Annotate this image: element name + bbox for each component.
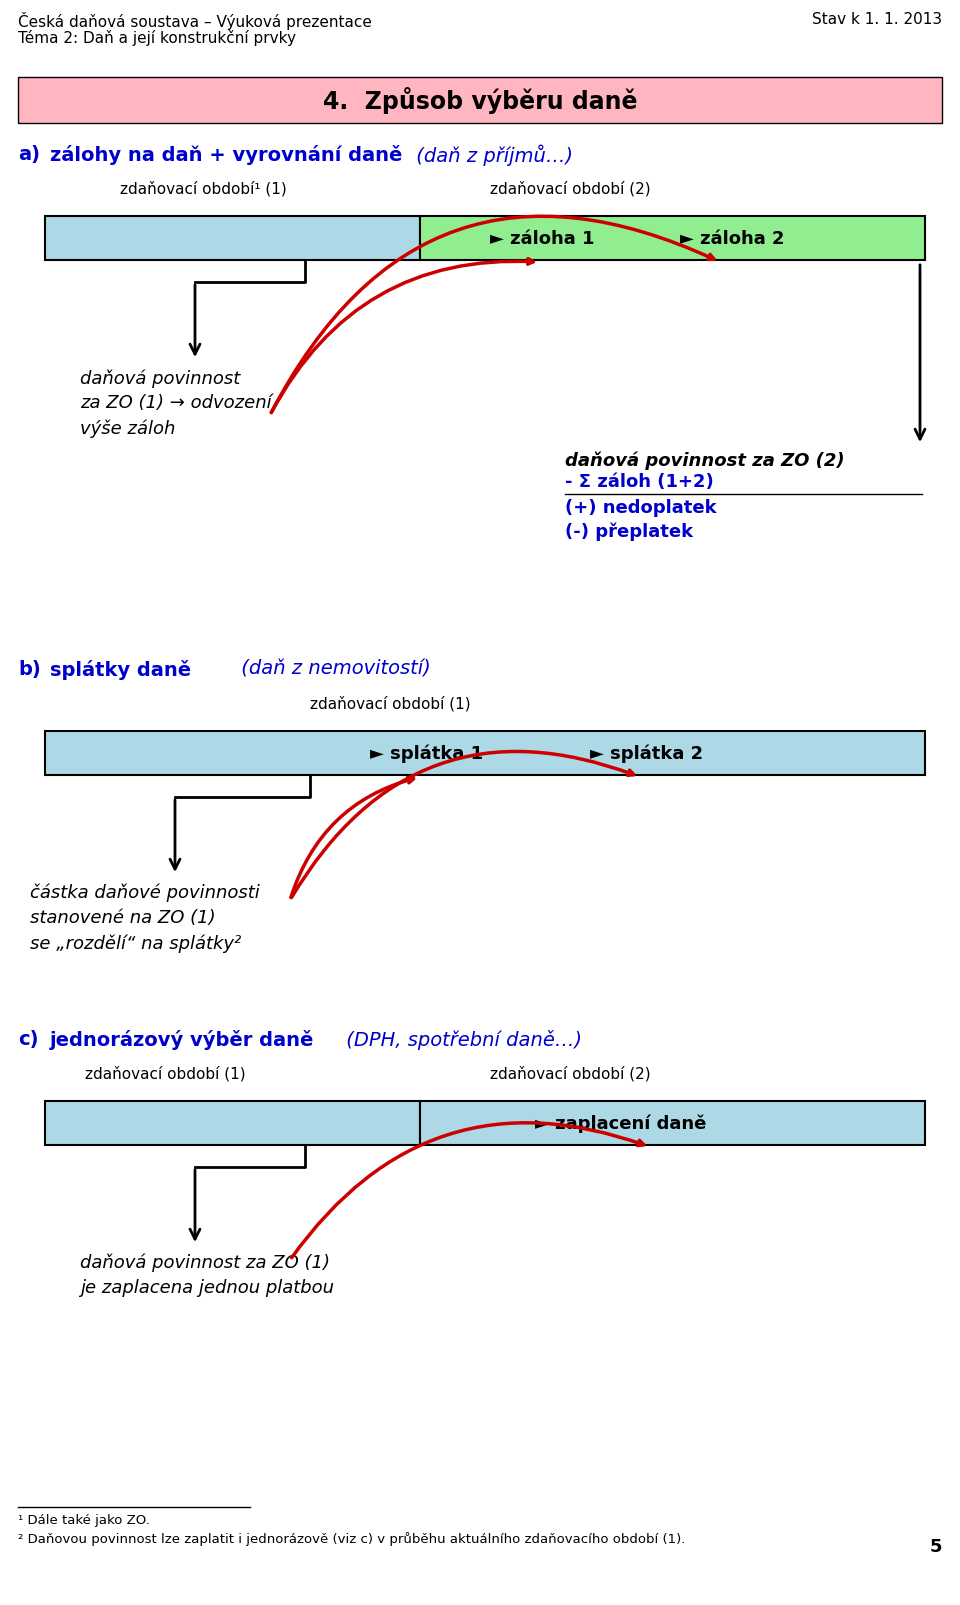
Text: ► zaplacení daně: ► zaplacení daně bbox=[535, 1114, 707, 1133]
FancyBboxPatch shape bbox=[45, 1101, 420, 1146]
Text: daňová povinnost za ZO (1)
je zaplacena jednou platbou: daňová povinnost za ZO (1) je zaplacena … bbox=[80, 1254, 334, 1297]
Text: - Σ záloh (1+2): - Σ záloh (1+2) bbox=[565, 473, 713, 491]
Text: (daň z příjmů…): (daň z příjmů…) bbox=[410, 144, 573, 167]
Text: ► splátka 2: ► splátka 2 bbox=[590, 745, 703, 762]
Text: daňová povinnost
za ZO (1) → odvození
výše záloh: daňová povinnost za ZO (1) → odvození vý… bbox=[80, 369, 272, 438]
FancyBboxPatch shape bbox=[45, 217, 420, 262]
Text: zdaňovací období (1): zdaňovací období (1) bbox=[310, 695, 470, 711]
Text: 5: 5 bbox=[929, 1538, 942, 1555]
Text: ► záloha 1: ► záloha 1 bbox=[490, 230, 594, 247]
Text: Téma 2: Daň a její konstrukční prvky: Téma 2: Daň a její konstrukční prvky bbox=[18, 30, 296, 47]
Text: částka daňové povinnosti
stanovené na ZO (1)
se „rozdělí“ na splátky²: částka daňové povinnosti stanovené na ZO… bbox=[30, 883, 260, 953]
Text: 4.  Způsob výběru daně: 4. Způsob výběru daně bbox=[323, 87, 637, 114]
Text: zdaňovací období¹ (1): zdaňovací období¹ (1) bbox=[120, 181, 287, 196]
Text: zálohy na daň + vyrovnání daně: zálohy na daň + vyrovnání daně bbox=[50, 144, 402, 165]
Text: (+) nedoplatek: (+) nedoplatek bbox=[565, 499, 716, 517]
Text: jednorázový výběr daně: jednorázový výběr daně bbox=[50, 1029, 314, 1050]
Text: ¹ Dále také jako ZO.: ¹ Dále také jako ZO. bbox=[18, 1514, 150, 1526]
Text: zdaňovací období (2): zdaňovací období (2) bbox=[490, 1066, 651, 1080]
FancyBboxPatch shape bbox=[45, 732, 925, 775]
Text: zdaňovací období (1): zdaňovací období (1) bbox=[85, 1066, 246, 1080]
Text: ² Daňovou povinnost lze zaplatit i jednorázově (viz c) v průběhu aktuálního zdaň: ² Daňovou povinnost lze zaplatit i jedno… bbox=[18, 1531, 685, 1546]
Text: daňová povinnost za ZO (2): daňová povinnost za ZO (2) bbox=[565, 451, 845, 469]
Text: Česká daňová soustava – Výuková prezentace: Česká daňová soustava – Výuková prezenta… bbox=[18, 11, 372, 30]
Text: (-) přeplatek: (-) přeplatek bbox=[565, 523, 693, 541]
Text: c): c) bbox=[18, 1029, 38, 1048]
Text: Stav k 1. 1. 2013: Stav k 1. 1. 2013 bbox=[812, 11, 942, 27]
FancyBboxPatch shape bbox=[420, 217, 925, 262]
Text: ► záloha 2: ► záloha 2 bbox=[680, 230, 784, 247]
Text: b): b) bbox=[18, 660, 40, 679]
FancyBboxPatch shape bbox=[18, 79, 942, 124]
Text: ► splátka 1: ► splátka 1 bbox=[370, 745, 483, 762]
FancyBboxPatch shape bbox=[420, 1101, 925, 1146]
Text: a): a) bbox=[18, 144, 40, 164]
Text: splátky daně: splátky daně bbox=[50, 660, 191, 679]
Text: (DPH, spotřební daně…): (DPH, spotřební daně…) bbox=[340, 1029, 582, 1050]
Text: (daň z nemovitostí): (daň z nemovitostí) bbox=[235, 660, 431, 679]
Text: zdaňovací období (2): zdaňovací období (2) bbox=[490, 181, 651, 196]
